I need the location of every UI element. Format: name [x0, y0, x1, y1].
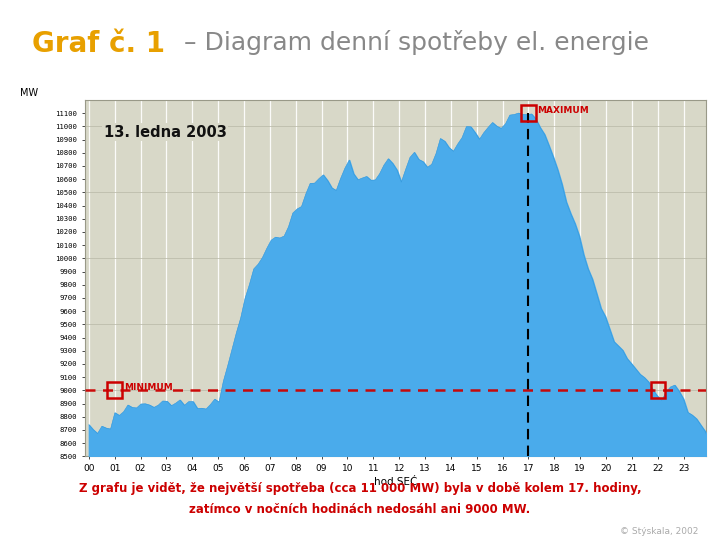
- Text: zatímco v nočních hodinách nedosáhl ani 9000 MW.: zatímco v nočních hodinách nedosáhl ani …: [189, 503, 531, 516]
- Text: 13. ledna 2003: 13. ledna 2003: [104, 125, 227, 140]
- Text: MAXIMUM: MAXIMUM: [538, 106, 589, 115]
- Bar: [107, 382, 122, 398]
- Bar: [650, 382, 665, 398]
- Text: MW: MW: [19, 88, 38, 98]
- Text: Graf č. 1: Graf č. 1: [32, 30, 166, 58]
- X-axis label: hod SEĆ: hod SEĆ: [374, 477, 417, 487]
- Bar: [521, 105, 536, 121]
- Text: – Diagram denní spotřeby el. energie: – Diagram denní spotřeby el. energie: [176, 30, 649, 55]
- Text: MINIMUM: MINIMUM: [124, 383, 173, 392]
- Text: © Stýskala, 2002: © Stýskala, 2002: [620, 526, 698, 536]
- Text: Z grafu je vidět, že největší spotřeba (cca 11 000 MW) byla v době kolem 17. hod: Z grafu je vidět, že největší spotřeba (…: [78, 482, 642, 495]
